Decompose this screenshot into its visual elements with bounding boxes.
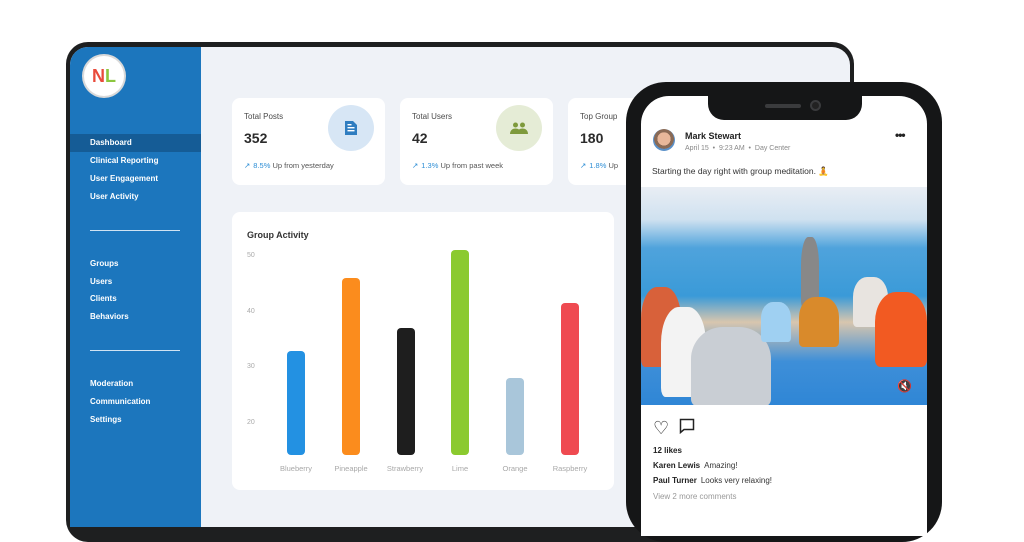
- bar-orange[interactable]: [506, 378, 525, 455]
- post-photo[interactable]: 🔇: [641, 187, 927, 405]
- sidebar-item-user-engagement[interactable]: User Engagement: [90, 174, 159, 183]
- sidebar-item-dashboard[interactable]: Dashboard: [70, 134, 201, 152]
- sidebar-divider: [90, 230, 180, 231]
- sidebar-item-behaviors[interactable]: Behaviors: [90, 312, 129, 321]
- sidebar-item-user-activity[interactable]: User Activity: [90, 192, 139, 201]
- comment: Paul Turner Looks very relaxing!: [653, 476, 773, 485]
- bar-blueberry[interactable]: [287, 350, 305, 455]
- phone-screen: Mark Stewart April 15 • 9:23 AM • Day Ce…: [641, 96, 927, 536]
- phone-camera: [810, 100, 821, 111]
- post-caption: Starting the day right with group medita…: [652, 166, 829, 176]
- sidebar-item-moderation[interactable]: Moderation: [90, 379, 134, 388]
- phone-speaker: [765, 104, 801, 108]
- mute-icon[interactable]: 🔇: [897, 379, 912, 393]
- stat-trend: ↗ 8.5% Up from yesterday: [244, 161, 334, 170]
- bar-lime[interactable]: [451, 250, 470, 455]
- document-icon: [328, 105, 374, 151]
- comment-icon[interactable]: [679, 418, 695, 438]
- comment: Karen Lewis Amazing!: [653, 461, 738, 470]
- post-author[interactable]: Mark Stewart: [685, 131, 742, 141]
- group-activity-chart: Group Activity 50 40 30 20 Blueberry Pin…: [232, 212, 614, 490]
- sidebar-item-clinical-reporting[interactable]: Clinical Reporting: [90, 156, 159, 165]
- view-more-comments-link[interactable]: View 2 more comments: [653, 492, 737, 501]
- likes-count[interactable]: 12 likes: [653, 446, 682, 455]
- bar-raspberry[interactable]: [561, 303, 579, 455]
- trend-up-icon: ↗: [244, 161, 251, 170]
- users-icon: [496, 105, 542, 151]
- sidebar-item-groups[interactable]: Groups: [90, 259, 119, 268]
- sidebar-divider: [90, 350, 180, 351]
- avatar[interactable]: [653, 129, 675, 151]
- stat-card-total-posts[interactable]: Total Posts 352 ↗ 8.5% Up from yesterday: [232, 98, 385, 185]
- sidebar-item-communication[interactable]: Communication: [90, 397, 151, 406]
- more-options-icon[interactable]: •••: [895, 128, 906, 142]
- stat-trend: ↗ 1.3% Up from past week: [412, 161, 504, 170]
- post-actions: ♡: [653, 418, 695, 439]
- sidebar-item-users[interactable]: Users: [90, 277, 113, 286]
- phone-notch: [708, 82, 862, 120]
- sidebar-item-clients[interactable]: Clients: [90, 294, 117, 303]
- trend-up-icon: ↗: [412, 161, 419, 170]
- stat-trend: ↗ 1.8% Up: [580, 161, 619, 170]
- heart-icon[interactable]: ♡: [653, 418, 670, 438]
- bar-pineapple[interactable]: [341, 278, 360, 455]
- trend-up-icon: ↗: [580, 161, 587, 170]
- stat-card-total-users[interactable]: Total Users 42 ↗ 1.3% Up from past week: [400, 98, 553, 185]
- bar-strawberry[interactable]: [396, 328, 415, 455]
- post-meta: April 15 • 9:23 AM • Day Center: [685, 145, 791, 152]
- sidebar-item-settings[interactable]: Settings: [90, 415, 122, 424]
